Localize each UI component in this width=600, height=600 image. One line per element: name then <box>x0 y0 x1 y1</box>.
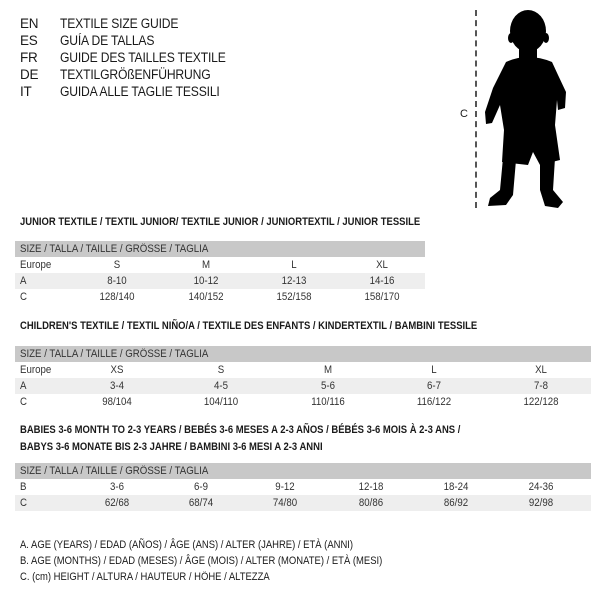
table-row: A 3-4 4-5 5-6 6-7 7-8 <box>15 378 591 394</box>
cell: 140/152 <box>188 291 224 303</box>
cell: 12-18 <box>358 481 384 493</box>
cell: 86/92 <box>443 497 469 509</box>
row-label: C <box>20 396 27 408</box>
children-size-table: SIZE / TALLA / TAILLE / GRÖSSE / TAGLIA … <box>15 346 591 410</box>
cell: 110/116 <box>311 396 345 408</box>
cell: 8-10 <box>107 275 127 287</box>
height-measure-label: C <box>460 108 468 120</box>
table-header-row: SIZE / TALLA / TAILLE / GRÖSSE / TAGLIA <box>15 463 591 479</box>
row-label: A <box>20 275 27 287</box>
cell: 9-12 <box>275 481 295 493</box>
lang-code: IT <box>20 84 32 99</box>
lang-code: FR <box>20 50 38 65</box>
cell: 14-16 <box>369 275 395 287</box>
table-row: C 98/104 104/110 110/116 116/122 122/128 <box>15 394 591 410</box>
header-label: SIZE / TALLA / TAILLE / GRÖSSE / TAGLIA <box>20 348 209 360</box>
lang-title: TEXTILE SIZE GUIDE <box>60 16 179 31</box>
cell: 62/68 <box>104 497 130 509</box>
child-silhouette-icon <box>485 10 566 208</box>
lang-code: EN <box>20 16 39 31</box>
cell: 116/122 <box>416 396 452 408</box>
cell: 3-4 <box>110 380 124 392</box>
cell: 68/74 <box>188 497 214 509</box>
cell: L <box>291 259 297 271</box>
cell: 128/140 <box>99 291 135 303</box>
cell: 122/128 <box>523 396 559 408</box>
cell: 10-12 <box>193 275 219 287</box>
cell: 104/110 <box>203 396 239 408</box>
legend-a: A. AGE (YEARS) / EDAD (AÑOS) / ÂGE (ANS)… <box>20 539 354 551</box>
table-row: A 8-10 10-12 12-13 14-16 <box>15 273 425 289</box>
header-label: SIZE / TALLA / TAILLE / GRÖSSE / TAGLIA <box>20 465 209 477</box>
legend-c: C. (cm) HEIGHT / ALTURA / HAUTEUR / HÖHE… <box>20 571 270 583</box>
row-label: A <box>20 380 27 392</box>
cell: M <box>323 364 333 376</box>
cell: 7-8 <box>534 380 548 392</box>
babies-table-title-line2: BABYS 3-6 MONATE BIS 2-3 JAHRE / BAMBINI… <box>20 441 323 453</box>
cell: 80/86 <box>358 497 384 509</box>
table-row: C 128/140 140/152 152/158 158/170 <box>15 289 425 305</box>
table-row: Europe S M L XL <box>15 257 425 273</box>
cell: 5-6 <box>321 380 335 392</box>
lang-title: GUIDA ALLE TAGLIE TESSILI <box>60 84 220 99</box>
lang-title: GUIDE DES TAILLES TEXTILE <box>60 50 226 65</box>
table-row: Europe XS S M L XL <box>15 362 591 378</box>
lang-code: DE <box>20 67 39 82</box>
cell: M <box>201 259 211 271</box>
lang-code: ES <box>20 33 38 48</box>
row-label: Europe <box>20 259 52 271</box>
table-row: C 62/68 68/74 74/80 80/86 86/92 92/98 <box>15 495 591 511</box>
cell: 3-6 <box>110 481 124 493</box>
cell: 74/80 <box>272 497 298 509</box>
height-measure-line <box>475 10 477 208</box>
junior-size-table: SIZE / TALLA / TAILLE / GRÖSSE / TAGLIA … <box>15 241 425 305</box>
table-header-row: SIZE / TALLA / TAILLE / GRÖSSE / TAGLIA <box>15 241 425 257</box>
table-row: B 3-6 6-9 9-12 12-18 18-24 24-36 <box>15 479 591 495</box>
cell: XL <box>376 259 388 271</box>
row-label: Europe <box>20 364 52 376</box>
lang-title: TEXTILGRÖßENFÜHRUNG <box>60 67 211 82</box>
cell: L <box>431 364 437 376</box>
children-table-title: CHILDREN'S TEXTILE / TEXTIL NIÑO/A / TEX… <box>20 320 478 332</box>
legend-b: B. AGE (MONTHS) / EDAD (MESES) / ÂGE (MO… <box>20 555 383 567</box>
cell: 18-24 <box>443 481 469 493</box>
cell: 92/98 <box>528 497 554 509</box>
cell: 6-7 <box>427 380 441 392</box>
cell: 24-36 <box>528 481 554 493</box>
table-header-row: SIZE / TALLA / TAILLE / GRÖSSE / TAGLIA <box>15 346 591 362</box>
cell: 152/158 <box>276 291 312 303</box>
lang-title: GUÍA DE TALLAS <box>60 33 155 48</box>
cell: S <box>113 259 121 271</box>
header-label: SIZE / TALLA / TAILLE / GRÖSSE / TAGLIA <box>20 243 209 255</box>
cell: 98/104 <box>102 396 132 408</box>
row-label: B <box>20 481 27 493</box>
junior-table-title: JUNIOR TEXTILE / TEXTIL JUNIOR/ TEXTILE … <box>20 216 421 228</box>
cell: 12-13 <box>281 275 307 287</box>
cell: 4-5 <box>214 380 228 392</box>
babies-table-title: BABIES 3-6 MONTH TO 2-3 YEARS / BEBÉS 3-… <box>20 424 461 436</box>
babies-size-table: SIZE / TALLA / TAILLE / GRÖSSE / TAGLIA … <box>15 463 591 511</box>
cell: 158/170 <box>364 291 400 303</box>
cell: XS <box>110 364 124 376</box>
cell: S <box>217 364 225 376</box>
row-label: C <box>20 291 27 303</box>
cell: 6-9 <box>194 481 208 493</box>
cell: XL <box>535 364 547 376</box>
row-label: C <box>20 497 27 509</box>
